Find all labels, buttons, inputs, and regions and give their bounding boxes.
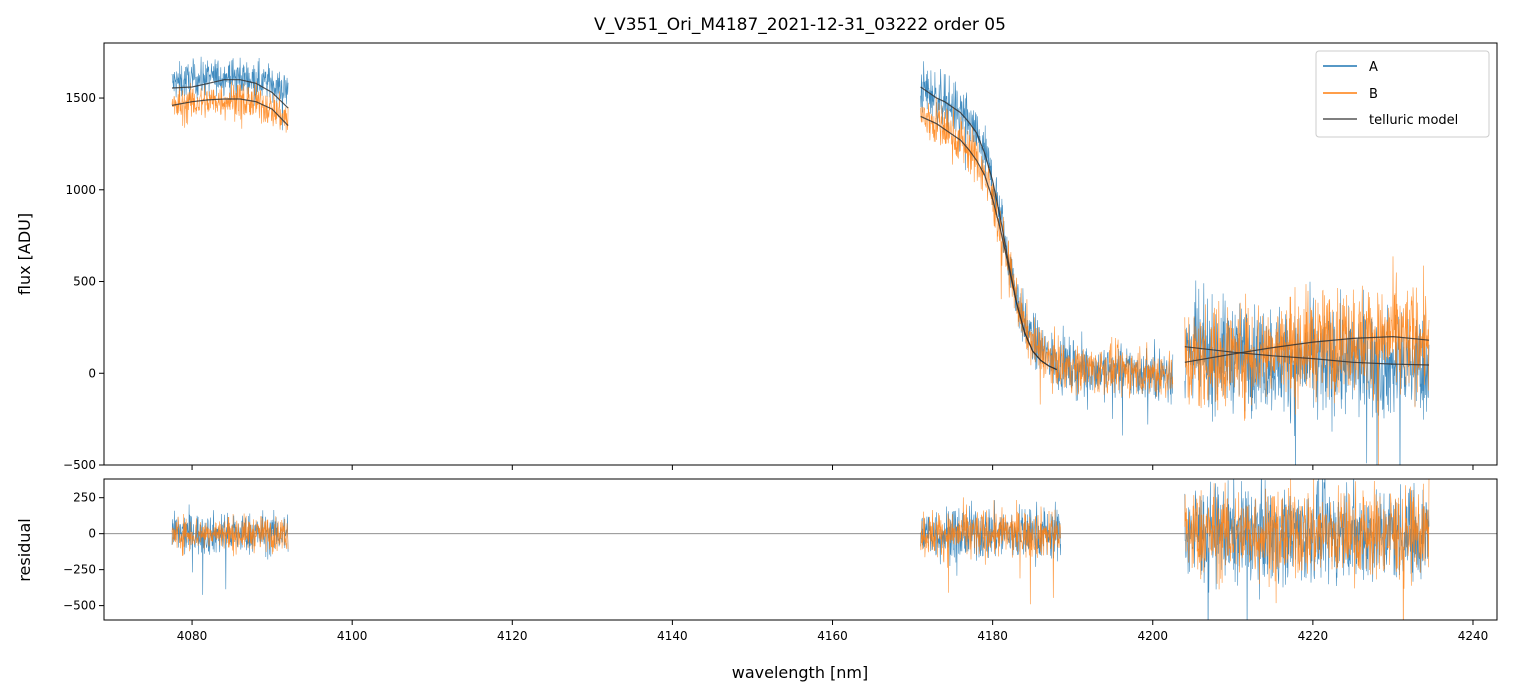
xlabel: wavelength [nm] [732, 663, 869, 682]
flux-ylabel: flux [ADU] [15, 213, 34, 295]
telluric-model-line-3 [920, 115, 1057, 371]
series-b-segment-2 [1184, 256, 1430, 465]
series-b-segment-1 [920, 97, 1174, 405]
xtick-label-1: 4100 [337, 629, 368, 643]
legend-box [1315, 50, 1490, 138]
residual-ytick-label-0: −500 [63, 599, 96, 613]
xtick-label-8: 4240 [1458, 629, 1489, 643]
series-b-segment-2-residual [1184, 479, 1430, 620]
residual-panel-data [104, 479, 1497, 620]
residual-ytick-label-2: 0 [88, 527, 96, 541]
flux-ytick-label-2: 500 [73, 275, 96, 289]
telluric-model-line-5 [1184, 335, 1430, 363]
residual-ytick-label-1: −250 [63, 563, 96, 577]
legend-label-b: B [1369, 87, 1378, 102]
xtick-label-0: 4080 [177, 629, 208, 643]
residual-panel-frame [103, 478, 1498, 621]
xtick-label-2: 4120 [497, 629, 528, 643]
xtick-label-3: 4140 [657, 629, 688, 643]
series-b-segment-0 [171, 81, 289, 133]
series-a-segment-2 [1184, 280, 1430, 465]
xtick-label-6: 4200 [1137, 629, 1168, 643]
axes: −500 0 500 1000 1500 −500 −250 0 250 4080 4100 4120… [63, 91, 1488, 643]
chart-title: V_V351_Ori_M4187_2021-12-31_03222 order … [594, 15, 1006, 35]
flux-ytick-label-1: 0 [88, 366, 96, 380]
xtick-label-5: 4180 [977, 629, 1008, 643]
xtick-label-7: 4220 [1298, 629, 1329, 643]
legend-label-a: A [1369, 60, 1378, 75]
series-b-segment-1-residual [920, 497, 1061, 605]
telluric-model-line-0 [171, 79, 289, 109]
legend: A B telluric model [1315, 50, 1490, 138]
xtick-label-4: 4160 [817, 629, 848, 643]
flux-ytick-label-0: −500 [63, 458, 96, 472]
telluric-model-line-4 [1184, 346, 1430, 366]
legend-label-telluric: telluric model [1369, 113, 1458, 128]
series-b-segment-0-residual [171, 513, 289, 557]
residual-ylabel: residual [15, 518, 34, 581]
residual-ytick-label-3: 250 [73, 491, 96, 505]
flux-panel-data [171, 56, 1430, 465]
telluric-model-line-1 [171, 98, 289, 127]
flux-ytick-label-4: 1500 [65, 91, 96, 105]
flux-panel-frame [103, 42, 1498, 466]
flux-ytick-label-3: 1000 [65, 183, 96, 197]
